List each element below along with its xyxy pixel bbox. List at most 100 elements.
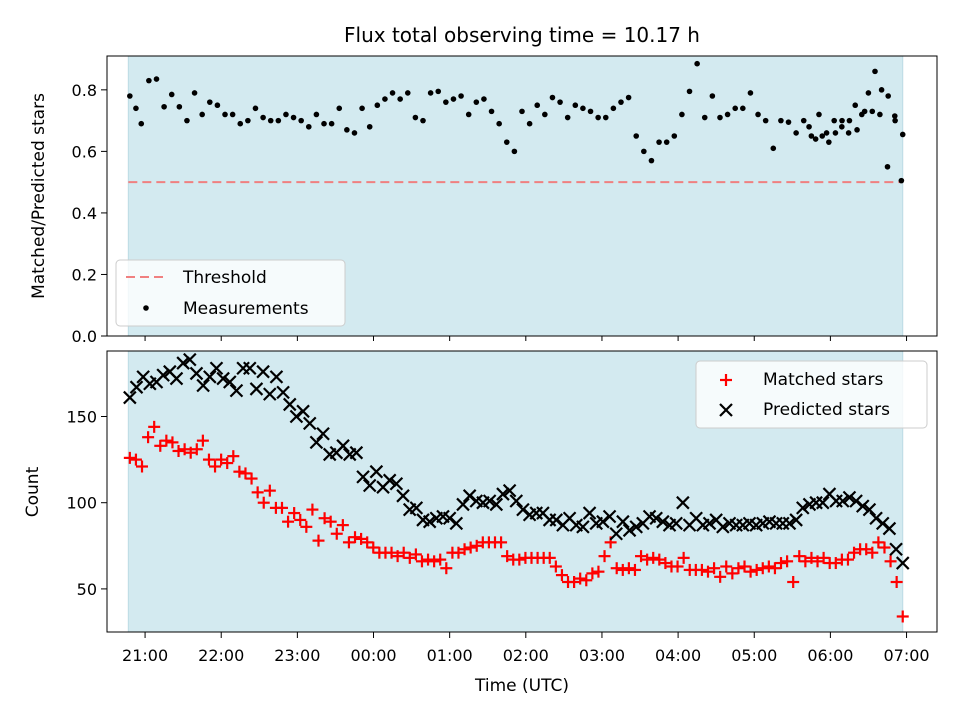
predicted-stars-point (123, 390, 137, 405)
measurement-point (671, 133, 678, 139)
measurement-point (610, 105, 617, 112)
matched-stars-point (288, 507, 301, 520)
measurement-point (222, 111, 228, 118)
predicted-stars-point (256, 364, 270, 379)
predicted-stars-point (269, 370, 284, 384)
predicted-stars-point (496, 487, 510, 501)
matched-stars-point (720, 560, 733, 573)
measurement-point (275, 117, 282, 124)
threshold-legend-label: Threshold (182, 268, 267, 288)
measurement-point (732, 105, 739, 112)
matched-stars-point (160, 434, 173, 447)
measurement-point (885, 93, 891, 99)
measurement-point (503, 139, 510, 145)
measurement-point (214, 102, 221, 109)
measurement-point (869, 108, 876, 115)
matched-stars-point (586, 567, 599, 580)
measurement-point (831, 117, 838, 124)
x-axis-label: Time (UTC) (474, 676, 569, 696)
matched-legend-marker (720, 374, 732, 386)
matched-stars-point (263, 484, 276, 497)
matched-stars-point (750, 563, 763, 576)
matched-stars-point (829, 557, 842, 570)
predicted-stars-point (855, 499, 870, 513)
matched-stars-point (440, 562, 453, 575)
chart-title: Flux total observing time = 10.17 h (344, 23, 700, 47)
matched-stars-point (415, 555, 428, 568)
top-y-axis-label: Matched/Predicted stars (29, 93, 49, 299)
measurement-point (260, 114, 266, 121)
measurement-point (412, 114, 419, 121)
measurement-point (481, 96, 487, 102)
measurement-point (465, 111, 472, 118)
measurement-point (290, 114, 297, 121)
predicted-stars-point (835, 494, 850, 508)
top-legend-box (115, 259, 346, 327)
measurement-point (595, 114, 601, 121)
matched-stars-point (422, 553, 435, 566)
matched-stars-point (209, 460, 222, 473)
matched-stars-point (574, 572, 587, 585)
matched-stars-point (543, 551, 556, 564)
matched-stars-point (245, 472, 258, 485)
matched-stars-point (805, 551, 818, 564)
matched-stars-point (470, 539, 483, 552)
matched-stars-point (762, 560, 775, 573)
matched-stars-point (172, 444, 185, 457)
measurement-point (816, 111, 822, 118)
measurement-point (443, 99, 449, 105)
matched-stars-point (568, 576, 581, 589)
measurement-point (762, 117, 769, 124)
measurement-point (694, 60, 700, 67)
predicted-stars-point (302, 416, 317, 431)
measurement-point (389, 90, 396, 96)
measurement-point (435, 88, 442, 95)
matched-legend-label: Matched stars (763, 370, 883, 390)
measurement-point (245, 117, 251, 124)
top-y-axis: 0.0 0.2 0.4 0.6 0.8 (72, 81, 107, 346)
measurement-point (839, 123, 845, 130)
x-tick-label: 04:00 (655, 646, 701, 665)
matched-stars-point (428, 555, 441, 568)
measurement-point (839, 117, 845, 124)
top-y-tick-label: 0.2 (72, 265, 97, 284)
measurement-point (496, 120, 502, 127)
measurement-point (852, 102, 859, 109)
top-x-ticks (144, 336, 908, 341)
matched-stars-point (367, 541, 380, 554)
matched-stars-point (653, 553, 666, 566)
measurement-point (127, 93, 133, 99)
bottom-legend: Matched stars Predicted stars (695, 360, 928, 429)
matched-stars-point (580, 574, 593, 587)
matched-stars-point (221, 457, 234, 470)
matched-stars-point (598, 550, 611, 563)
measurements-legend-marker (143, 305, 149, 311)
measurement-point (709, 93, 716, 99)
measurement-point (420, 117, 426, 124)
measurements-series (127, 60, 906, 184)
measurement-point (826, 139, 832, 145)
measurement-point (625, 94, 632, 101)
predicted-stars-point (349, 445, 364, 460)
measurement-point (800, 117, 807, 124)
measurement-point (859, 111, 865, 118)
matched-stars-point (495, 536, 508, 549)
measurement-point (823, 130, 830, 136)
measurement-point (717, 114, 723, 121)
matched-stars-point (848, 546, 861, 559)
measurement-point (812, 136, 819, 142)
measurement-point (252, 105, 259, 112)
x-tick-label: 23:00 (274, 646, 320, 665)
measurements-legend-label: Measurements (183, 299, 309, 319)
matched-stars-point (355, 532, 368, 545)
matched-stars-point (501, 550, 514, 563)
measurement-point (793, 130, 799, 136)
measurement-point (321, 120, 327, 127)
measurement-point (872, 68, 878, 75)
matched-stars-point (732, 562, 745, 575)
measurement-point (819, 133, 826, 139)
measurement-point (747, 90, 754, 96)
measurement-point (191, 90, 198, 96)
measurement-point (542, 111, 548, 118)
